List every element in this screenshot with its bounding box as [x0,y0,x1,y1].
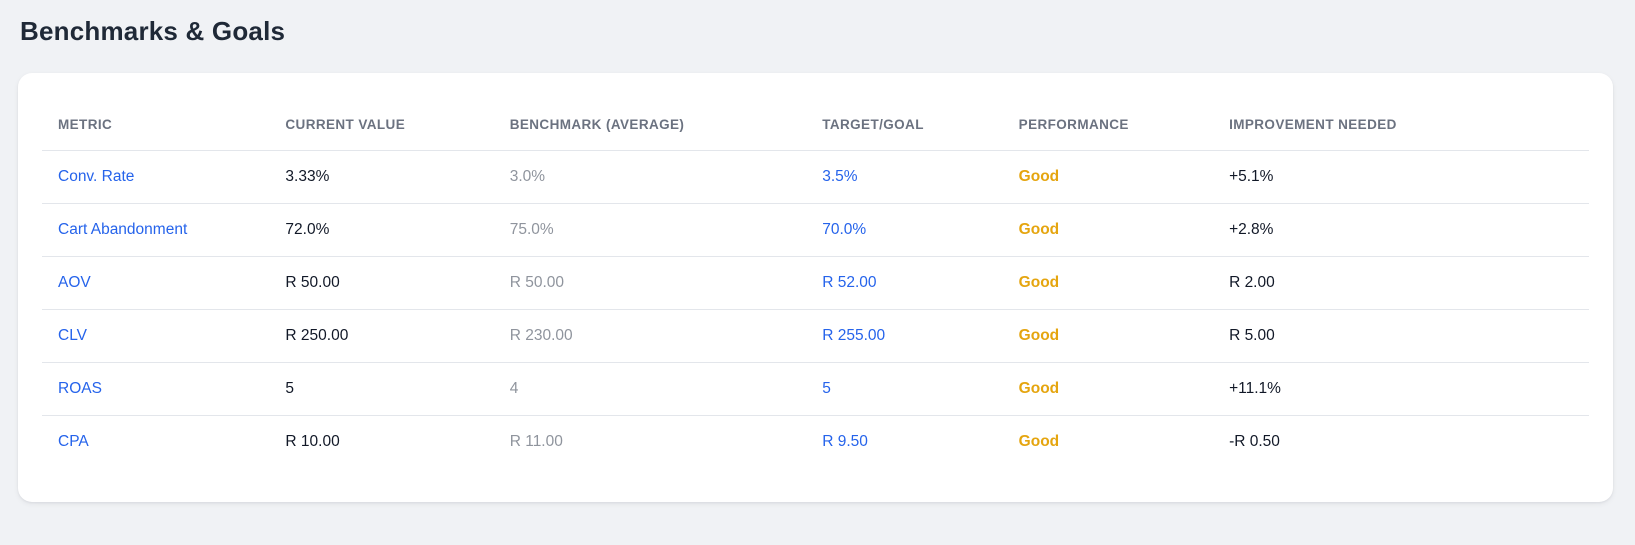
current-value-cell: R 250.00 [269,309,494,363]
target-goal-link[interactable]: R 9.50 [822,433,868,450]
target-goal-link-cell: R 255.00 [806,309,1003,363]
performance-status-cell: Good [1018,433,1060,450]
target-goal-link[interactable]: R 255.00 [822,327,886,344]
performance-status-cell: Good [1002,150,1214,204]
benchmark-value-cell: 75.0% [493,203,807,257]
performance-status-cell: Good [1002,256,1214,310]
target-goal-link-cell: R 52.00 [806,256,1003,310]
improvement-value-cell: +11.1% [1213,362,1589,416]
performance-status-cell: Good [1002,309,1214,363]
benchmark-value-cell: R 50.00 [493,256,807,310]
improvement-value-cell: +5.1% [1213,150,1589,204]
metric-link[interactable]: CPA [58,433,89,450]
column-header-improvement: IMPROVEMENT NEEDED [1213,97,1589,151]
metric-link-cell: CPA [42,416,269,469]
page-title: Benchmarks & Goals [20,16,286,46]
current-value-cell: R 50.00 [269,256,494,310]
table-row: Cart Abandonment 72.0% 75.0% 70.0% Good +2.8% [42,203,1589,257]
column-header-metric: METRIC [42,97,270,151]
column-header-target: TARGET/GOAL [806,97,1003,151]
performance-status-cell: Good [1002,362,1214,416]
benchmark-value-cell: R 230.00 [493,309,807,363]
column-header-performance: PERFORMANCE [1002,97,1214,151]
improvement-value-cell: R 2.00 [1213,256,1589,310]
benchmark-value-cell: 3.0% [493,150,807,204]
metric-link-cell: Conv. Rate [42,150,270,204]
table-header: METRIC CURRENT VALUE BENCHMARK (AVERAGE)… [42,97,1589,151]
metric-link[interactable]: CLV [58,327,88,344]
improvement-value-cell: +2.8% [1213,203,1589,257]
table-row: CPA R 10.00 R 11.00 R 9.50 Good -R 0.50 [42,416,1589,469]
current-value-cell: 5 [269,362,494,416]
benchmark-value-cell: R 11.00 [509,433,563,450]
target-goal-link-cell: 3.5% [806,150,1003,204]
improvement-value-cell: R 5.00 [1213,309,1589,363]
target-goal-link[interactable]: 5 [822,380,831,397]
target-goal-link-cell: 70.0% [806,203,1003,257]
metric-link[interactable]: Cart Abandonment [58,221,188,238]
target-goal-link[interactable]: 3.5% [822,168,858,185]
table-body: Conv. Rate 3.33% 3.0% 3.5% Good +5.1% Cart Aba… [42,150,1589,469]
target-goal-link-cell: 5 [806,362,1003,416]
benchmark-value-cell: 4 [493,362,807,416]
metric-link-cell: CLV [42,309,270,363]
table-row: ROAS 5 4 5 Good +11.1% [42,362,1589,416]
table-row: Conv. Rate 3.33% 3.0% 3.5% Good +5.1% [42,150,1589,204]
benchmarks-table: METRIC CURRENT VALUE BENCHMARK (AVERAGE)… [42,97,1589,468]
metric-link-cell: Cart Abandonment [42,203,270,257]
metric-link[interactable]: ROAS [58,380,102,397]
metric-link-cell: AOV [42,256,270,310]
current-value-cell: 72.0% [269,203,494,257]
metric-link[interactable]: Conv. Rate [58,168,135,185]
column-header-benchmark: BENCHMARK (AVERAGE) [493,97,807,151]
table-row: AOV R 50.00 R 50.00 R 52.00 Good R 2.00 [42,256,1589,310]
current-value-cell: R 10.00 [285,433,340,450]
benchmarks-card: METRIC CURRENT VALUE BENCHMARK (AVERAGE)… [18,73,1613,502]
current-value-cell: 3.33% [269,150,494,204]
column-header-current: CURRENT VALUE [269,97,494,151]
target-goal-link-cell: R 9.50 [806,416,1002,469]
performance-status-cell: Good [1002,203,1214,257]
target-goal-link[interactable]: 70.0% [822,221,867,238]
improvement-value-cell: -R 0.50 [1229,433,1280,450]
metric-link-cell: ROAS [42,362,270,416]
metric-link[interactable]: AOV [58,274,91,291]
table-row: CLV R 250.00 R 230.00 R 255.00 Good R 5.00 [42,309,1589,363]
target-goal-link[interactable]: R 52.00 [822,274,877,291]
